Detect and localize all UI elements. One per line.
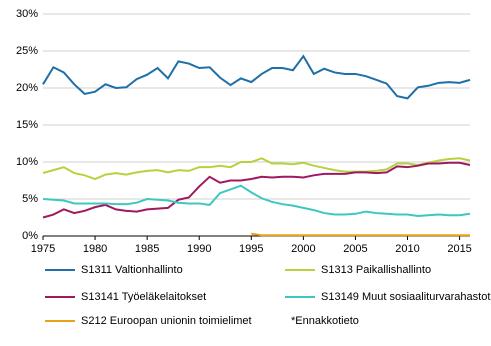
x-tick-label: 1975: [31, 243, 55, 255]
x-tick-label: 2010: [395, 243, 419, 255]
y-tick-label: 25%: [16, 45, 38, 57]
legend-label: S13149 Muut sosiaaliturvarahastot: [321, 291, 490, 303]
y-tick-label: 30%: [16, 8, 38, 20]
y-tick-label: 20%: [16, 82, 38, 94]
x-tick-label: 2000: [291, 243, 315, 255]
x-tick-label: 1990: [187, 243, 211, 255]
x-tick-label: 1985: [135, 243, 159, 255]
series-line: [42, 184, 471, 218]
legend-label: S1311 Valtionhallinto: [81, 264, 183, 276]
y-tick-label: 5%: [22, 193, 38, 205]
x-tick-label: 2015: [447, 243, 471, 255]
legend-label: S1313 Paikallishallinto: [321, 264, 431, 276]
legend-label: S13141 Työeläkelaitokset: [81, 291, 206, 303]
series-line: [251, 232, 470, 237]
series-line: [42, 157, 471, 181]
x-tick-label: 1980: [83, 243, 107, 255]
series-line: [42, 54, 471, 100]
y-tick-label: 10%: [16, 156, 38, 168]
series-line: [42, 161, 471, 219]
legend-label: S212 Euroopan unionin toimielimet: [81, 315, 252, 327]
y-tick-label: 15%: [16, 119, 38, 131]
y-tick-label: 0%: [22, 230, 38, 242]
note: *Ennakkotieto: [291, 315, 359, 327]
x-tick-label: 2005: [343, 243, 367, 255]
x-tick-label: 1995: [239, 243, 263, 255]
